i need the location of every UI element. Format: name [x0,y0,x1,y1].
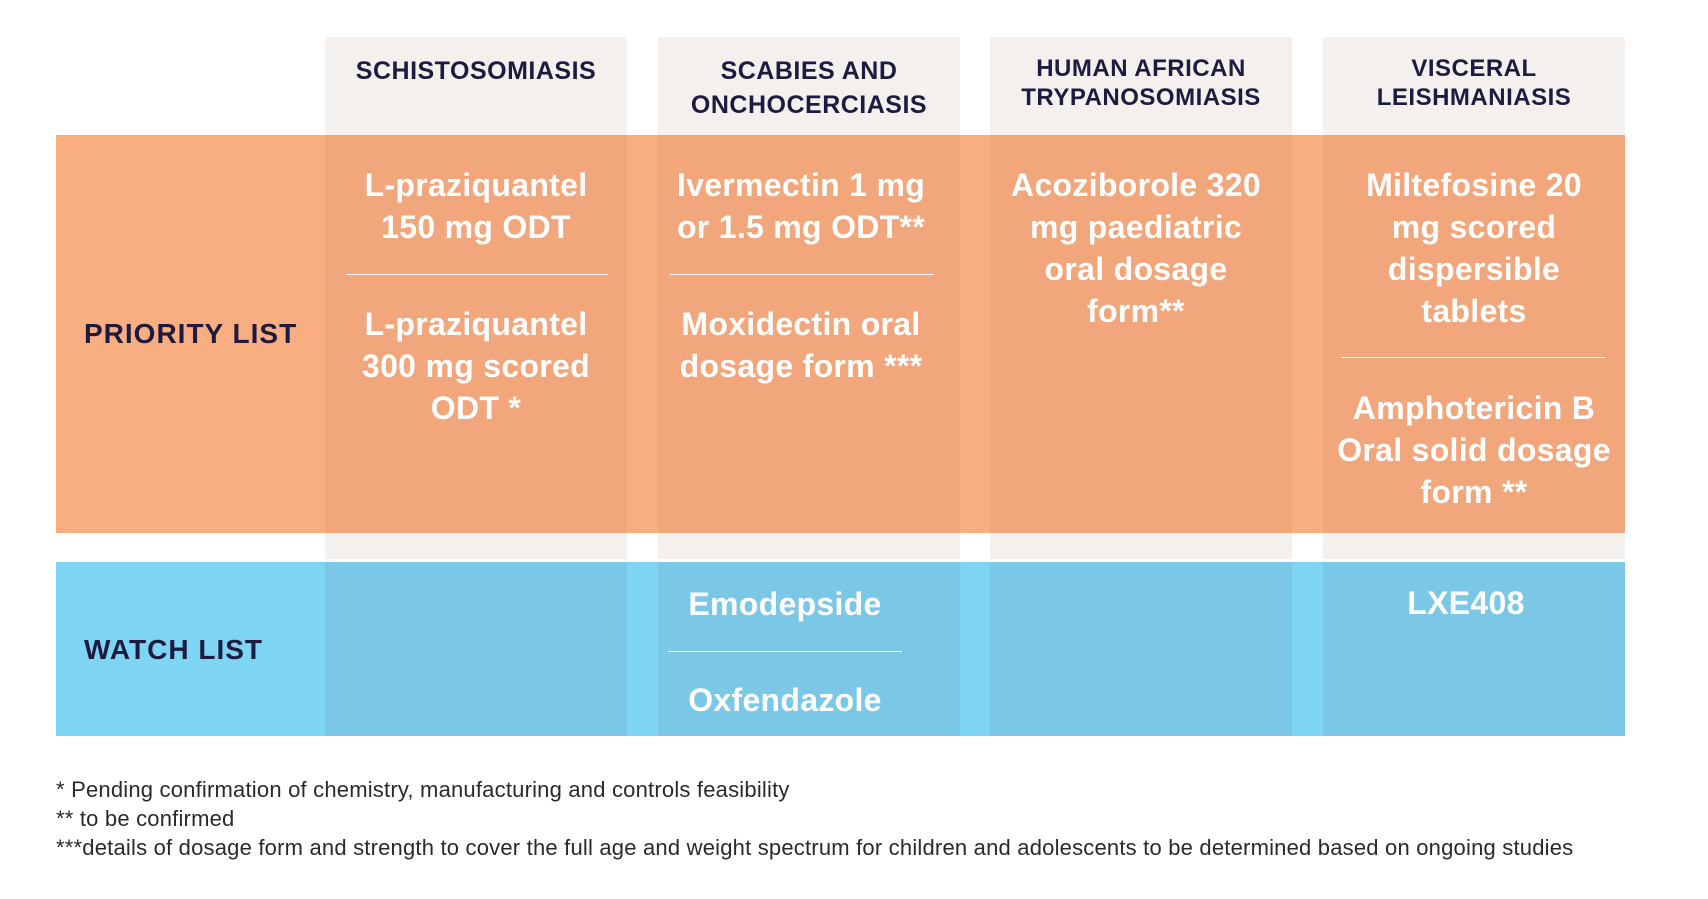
drug-emodepside: Emodepside [688,586,882,622]
drug-amphotericin-b: Amphotericin B Oral solid dosage form ** [1337,390,1611,510]
priority-cell-leishmaniasis [1323,135,1625,533]
footnote-3: ***details of dosage form and strength t… [56,835,1574,860]
cell-divider [668,651,902,652]
footnote-1: * Pending confirmation of chemistry, man… [56,777,790,802]
watch-cell-leishmaniasis [1323,562,1625,736]
drug-l-praziquantel-150: L-praziquantel 150 mg ODT [364,167,588,245]
drug-l-praziquantel-300: L-praziquantel 300 mg scored ODT * [361,306,590,426]
cell-divider [1341,357,1605,358]
drug-ivermectin: Ivermectin 1 mg or 1.5 mg ODT** [676,167,926,245]
drug-miltefosine: Miltefosine 20 mg scored dispersible tab… [1366,167,1582,329]
column-header-human-african-trypanosomiasis: HUMAN AFRICAN TRYPANOSOMIASIS [1021,55,1261,111]
cell-divider [670,274,934,275]
drug-acoziborole: Acoziborole 320 mg paediatric oral dosag… [1011,167,1261,329]
footnote-2: ** to be confirmed [56,806,235,831]
priority-list-label: PRIORITY LIST [84,318,298,349]
column-header-visceral-leishmaniasis: VISCERAL LEISHMANIASIS [1376,55,1572,111]
watch-cell-scabies [658,562,960,736]
priority-cell-schistosomiasis [325,135,627,533]
priority-cell-scabies [658,135,960,533]
watch-list-label: WATCH LIST [84,634,264,665]
cell-divider [346,274,608,275]
drug-moxidectin: Moxidectin oral dosage form *** [679,306,923,384]
watch-cell-hat [990,562,1292,736]
priority-cell-hat [990,135,1292,533]
column-header-scabies-onchocerciasis: SCABIES AND ONCHOCERCIASIS [690,57,928,119]
drug-lxe408: LXE408 [1407,585,1525,621]
watch-cell-schistosomiasis [325,562,627,736]
drug-oxfendazole: Oxfendazole [688,682,882,718]
column-header-schistosomiasis: SCHISTOSOMIASIS [355,57,597,85]
